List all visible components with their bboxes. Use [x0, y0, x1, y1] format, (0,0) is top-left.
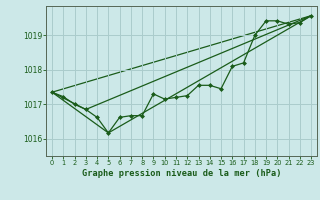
X-axis label: Graphe pression niveau de la mer (hPa): Graphe pression niveau de la mer (hPa)	[82, 169, 281, 178]
